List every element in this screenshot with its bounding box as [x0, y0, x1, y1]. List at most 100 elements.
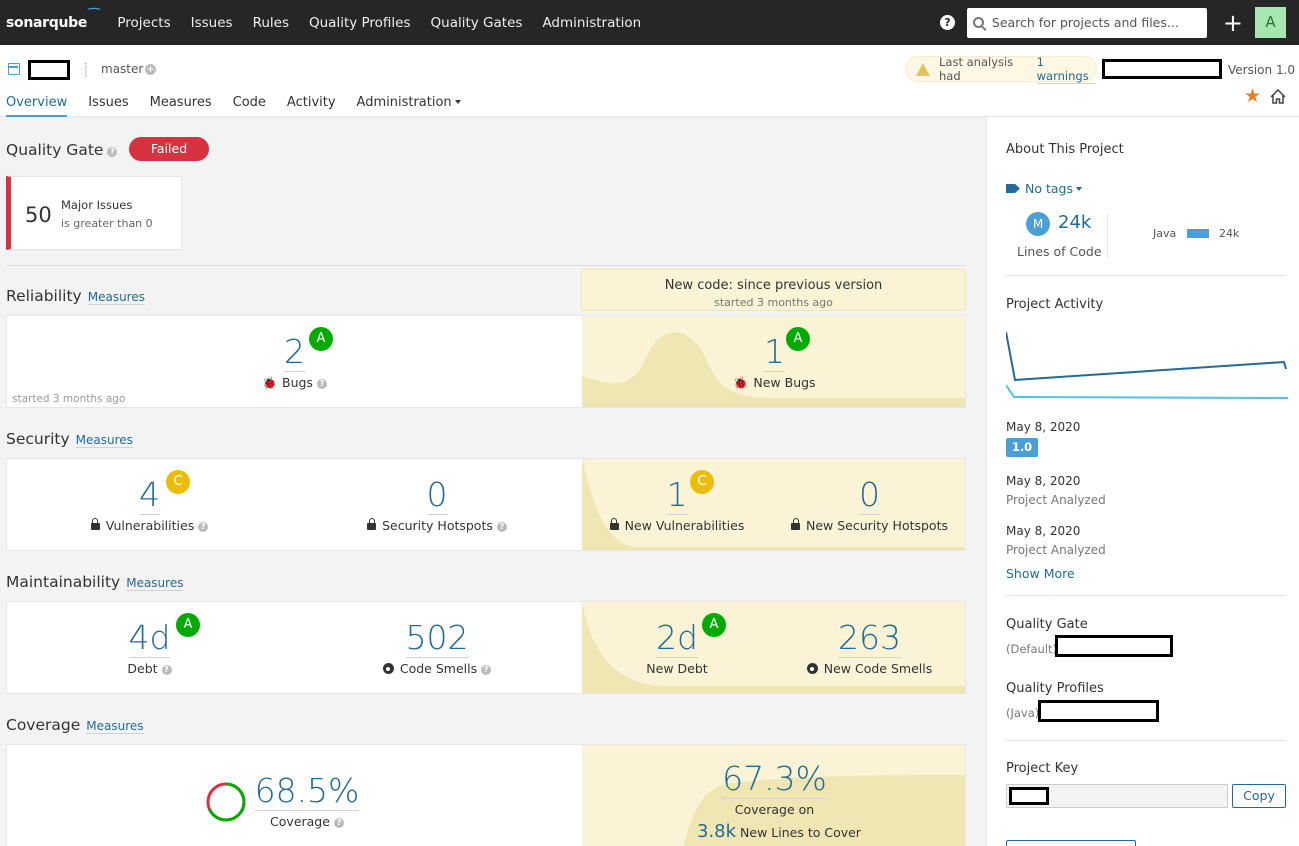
chevron-down-icon	[1075, 187, 1082, 191]
sidebar-bottom-button[interactable]	[1006, 840, 1136, 846]
redacted-quality-gate	[1055, 635, 1173, 657]
coverage-title: Coverage Measures	[6, 716, 144, 734]
chevron-down-icon	[454, 100, 461, 104]
new-code-smells-value[interactable]: 263	[838, 618, 901, 658]
help-icon[interactable]: ?	[481, 665, 492, 675]
hotspots-value[interactable]: 0	[426, 475, 448, 515]
debt-metric[interactable]: 4d Debt?	[82, 618, 217, 676]
tab-activity[interactable]: Activity	[286, 95, 336, 110]
quality-gate-default: (Default)	[1006, 642, 1057, 656]
code-smells-label: Code Smells	[399, 661, 478, 676]
project-sidebar: About This Project No tags M 24k Lines o…	[986, 117, 1299, 846]
new-lines-value[interactable]: 3.8k	[697, 821, 737, 842]
sonarqube-logo[interactable]: sonarqube ⁀	[6, 8, 100, 31]
show-more-link[interactable]: Show More	[1006, 566, 1075, 581]
maintainability-measures-link[interactable]: Measures	[126, 576, 184, 591]
project-version: Version 1.0	[1228, 63, 1296, 77]
activity-title: Project Activity	[1006, 297, 1104, 312]
activity-event: Project Analyzed	[1006, 543, 1106, 557]
create-plus-icon[interactable]: +	[1222, 8, 1243, 37]
vulnerabilities-metric[interactable]: 4 Vulnerabilities?	[82, 475, 217, 533]
global-search[interactable]	[966, 7, 1207, 38]
coverage-value[interactable]: 68.5%	[254, 771, 360, 811]
warnings-link[interactable]: 1 warnings	[1036, 55, 1096, 84]
new-bugs-metric[interactable]: 1 🐞 New Bugs	[707, 332, 842, 390]
tags-selector[interactable]: No tags	[1006, 181, 1082, 196]
coverage-measures-link[interactable]: Measures	[86, 719, 144, 734]
new-bugs-value[interactable]: 1	[764, 332, 785, 372]
reliability-title: Reliability Measures	[6, 287, 145, 305]
lines-of-code-value[interactable]: 24k	[1058, 212, 1092, 233]
nav-quality-gates[interactable]: Quality Gates	[430, 14, 523, 31]
new-hotspots-value[interactable]: 0	[859, 475, 880, 515]
redacted-project-name	[28, 60, 70, 80]
hotspots-label: Security Hotspots	[382, 518, 493, 533]
lock-icon	[791, 518, 800, 530]
bugs-metric[interactable]: 2 🐞 Bugs?	[227, 332, 362, 390]
new-vulnerabilities-metric[interactable]: 1 New Vulnerabilities	[602, 475, 752, 533]
new-coverage-metric[interactable]: 67.3% Coverage on	[697, 759, 852, 817]
new-coverage-label: Coverage on	[734, 802, 815, 817]
search-input[interactable]	[991, 15, 1192, 30]
tab-administration[interactable]: Administration	[357, 95, 461, 118]
branch-add-icon[interactable]: +	[145, 64, 156, 75]
new-debt-rating[interactable]: A	[702, 613, 726, 637]
nav-quality-profiles[interactable]: Quality Profiles	[308, 14, 411, 31]
quality-gate-title: Quality Gate?	[6, 141, 118, 159]
activity-event: Project Analyzed	[1006, 493, 1106, 507]
branch-name[interactable]: master	[101, 62, 144, 76]
vulnerabilities-rating[interactable]: C	[166, 470, 190, 494]
tab-measures[interactable]: Measures	[149, 95, 212, 110]
tab-issues[interactable]: Issues	[88, 95, 129, 110]
project-key-field[interactable]	[1006, 784, 1228, 808]
project-header: ⸽ master + Last analysis had 1 warnings …	[0, 45, 1299, 118]
help-icon[interactable]: ?	[496, 522, 507, 532]
security-measures-link[interactable]: Measures	[75, 433, 133, 448]
redacted-project-key	[1009, 787, 1049, 805]
help-icon[interactable]: ?	[107, 147, 118, 157]
help-icon[interactable]: ?	[316, 379, 327, 389]
new-bugs-rating[interactable]: A	[786, 327, 810, 351]
new-vulnerabilities-rating[interactable]: C	[690, 470, 714, 494]
bugs-value[interactable]: 2	[284, 332, 305, 372]
logo-wave-icon: ⁀	[88, 8, 100, 25]
tab-overview[interactable]: Overview	[6, 95, 68, 118]
user-avatar[interactable]: A	[1255, 7, 1286, 38]
new-debt-value[interactable]: 2d	[656, 618, 698, 658]
bugs-rating[interactable]: A	[309, 327, 333, 351]
new-coverage-sparkline	[683, 775, 965, 846]
favorite-star-icon[interactable]: ★	[1244, 85, 1262, 107]
lock-icon	[609, 518, 619, 530]
help-icon[interactable]: ?	[161, 665, 172, 675]
new-code-title: New code: since previous version	[664, 278, 883, 293]
home-icon[interactable]	[1270, 89, 1286, 104]
quality-profile-lang: (Java)	[1006, 706, 1040, 720]
debt-value[interactable]: 4d	[128, 618, 171, 658]
nav-administration[interactable]: Administration	[542, 14, 642, 31]
code-smells-value[interactable]: 502	[405, 618, 469, 658]
reliability-measures-link[interactable]: Measures	[87, 290, 145, 305]
tab-code[interactable]: Code	[232, 95, 266, 110]
coverage-metric[interactable]: 68.5% Coverage?	[252, 771, 362, 829]
vulnerabilities-value[interactable]: 4	[139, 475, 160, 515]
hotspots-metric[interactable]: 0 Security Hotspots?	[357, 475, 517, 533]
debt-rating[interactable]: A	[176, 613, 200, 637]
failed-condition[interactable]: 50 Major Issues is greater than 0	[6, 176, 182, 250]
new-debt-sparkline	[582, 602, 965, 693]
new-code-panel	[582, 459, 965, 550]
maintainability-title: Maintainability Measures	[6, 573, 184, 591]
activity-date: May 8, 2020	[1006, 524, 1081, 538]
new-code-smells-metric[interactable]: 263 New Code Smells	[802, 618, 937, 676]
help-icon[interactable]: ?	[939, 15, 955, 30]
new-debt-metric[interactable]: 2d New Debt	[612, 618, 742, 676]
code-smells-metric[interactable]: 502 Code Smells?	[367, 618, 507, 676]
nav-rules[interactable]: Rules	[252, 14, 289, 31]
nav-issues[interactable]: Issues	[190, 14, 233, 31]
new-vulnerabilities-value[interactable]: 1	[666, 475, 688, 515]
help-icon[interactable]: ?	[198, 522, 209, 532]
help-icon[interactable]: ?	[333, 818, 344, 828]
new-hotspots-metric[interactable]: 0 New Security Hotspots	[787, 475, 952, 533]
new-coverage-value[interactable]: 67.3%	[722, 759, 827, 799]
copy-key-button[interactable]: Copy	[1232, 784, 1286, 808]
nav-projects[interactable]: Projects	[117, 14, 171, 31]
